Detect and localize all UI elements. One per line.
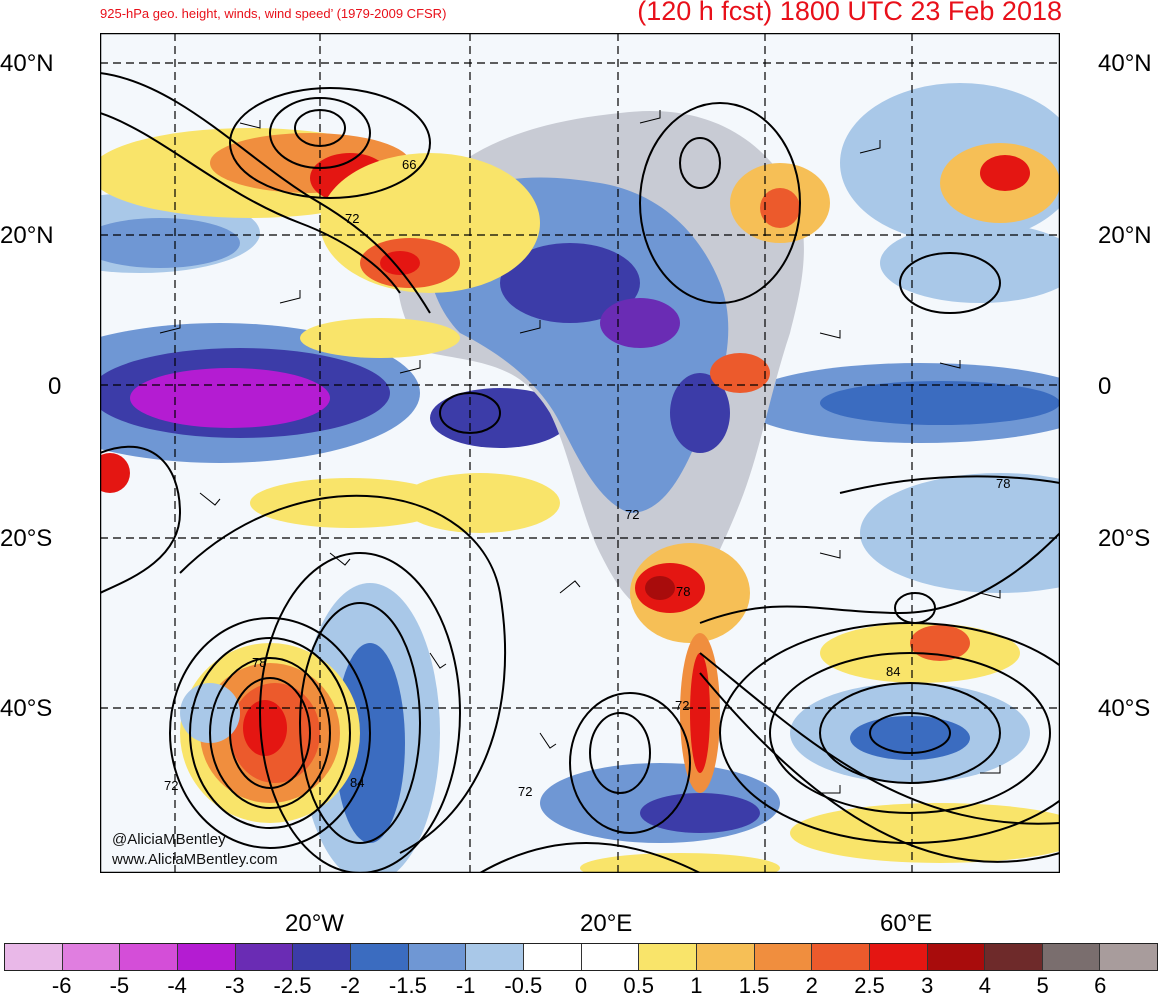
- colorbar-swatch: [235, 944, 294, 970]
- lat-label-20s-left: 20°S: [0, 525, 53, 552]
- lon-label-20w: 20°W: [285, 910, 344, 937]
- colorbar-swatch: [639, 944, 697, 970]
- colorbar-tick-label: -5: [109, 973, 130, 998]
- lat-label-20s-right: 20°S: [1098, 525, 1151, 552]
- contour-label: 78: [252, 655, 266, 670]
- colorbar: [4, 943, 1158, 971]
- colorbar-tick-label: 3: [921, 973, 934, 998]
- contour-label: 72: [518, 784, 532, 799]
- colorbar-tick-label: -6: [51, 973, 72, 998]
- map-panel: 66 72 72 78 72 84 72 72 78 78 84: [100, 33, 1060, 873]
- lat-label-eq-right: 0: [1098, 373, 1112, 400]
- contour-label: 84: [886, 664, 900, 679]
- colorbar-swatch: [293, 944, 351, 970]
- colorbar-tick-label: 2: [805, 973, 818, 998]
- colorbar-swatch: [1100, 944, 1158, 970]
- chart-title-right: (120 h fcst) 1800 UTC 23 Feb 2018: [637, 0, 1062, 26]
- colorbar-tick-label: 4: [978, 973, 992, 998]
- colorbar-swatch: [466, 944, 524, 970]
- wind-barbs: [159, 110, 1001, 794]
- colorbar-tick-label: 0: [574, 973, 588, 998]
- credit-website: www.AliciaMBentley.com: [112, 851, 278, 868]
- colorbar-swatch: [812, 944, 870, 970]
- colorbar-tick-label: 1.5: [738, 973, 770, 998]
- colorbar-tick-label: 0.5: [623, 973, 654, 998]
- graticule: [100, 33, 1060, 873]
- contour-label: 72: [625, 507, 639, 522]
- colorbar-tick-label: 6: [1094, 973, 1107, 998]
- colorbar-swatch: [927, 944, 986, 970]
- height-contours: [100, 72, 1060, 873]
- lat-label-40s-left: 40°S: [0, 695, 53, 722]
- contour-label: 78: [996, 476, 1010, 491]
- colorbar-swatch: [581, 944, 640, 970]
- colorbar-tick-label: -1.5: [388, 973, 427, 998]
- credit-twitter: @AliciaMBentley: [112, 831, 226, 848]
- colorbar-tick-label: -4: [167, 973, 187, 998]
- colorbar-swatch: [523, 944, 582, 970]
- colorbar-swatch: [1042, 944, 1101, 970]
- colorbar-tick-label: 2.5: [854, 973, 885, 998]
- colorbar-tick-label: 5: [1036, 973, 1049, 998]
- colorbar-tick-label: -1: [455, 973, 476, 998]
- lat-label-20n-right: 20°N: [1098, 222, 1152, 249]
- contour-label: 72: [164, 778, 178, 793]
- lon-label-60e: 60°E: [880, 910, 933, 937]
- contour-labels: 66 72 72 78 72 84 72 72 78 78 84: [164, 157, 1010, 799]
- colorbar-tick-label: -3: [225, 973, 245, 998]
- colorbar-swatch: [350, 944, 409, 970]
- contour-label: 72: [675, 698, 689, 713]
- contour-label: 72: [345, 211, 359, 226]
- colorbar-tick-label: -0.5: [504, 973, 543, 998]
- colorbar-swatch: [62, 944, 121, 970]
- colorbar-swatch: [985, 944, 1043, 970]
- lat-label-40s-right: 40°S: [1098, 695, 1151, 722]
- colorbar-swatch: [5, 944, 63, 970]
- chart-title-left: 925-hPa geo. height, winds, wind speed’ …: [100, 6, 447, 21]
- colorbar-swatch: [177, 944, 236, 970]
- colorbar-tick-label: -2.5: [273, 973, 312, 998]
- colorbar-swatch: [754, 944, 813, 970]
- wind-anomaly-shading: [100, 83, 1060, 873]
- lat-label-20n-left: 20°N: [0, 222, 54, 249]
- lat-label-40n-right: 40°N: [1098, 50, 1152, 77]
- colorbar-swatch: [696, 944, 755, 970]
- colorbar-swatch: [408, 944, 467, 970]
- colorbar-swatch: [120, 944, 178, 970]
- colorbar-tick-label: 1: [690, 973, 703, 998]
- colorbar-tick-label: -2: [340, 973, 360, 998]
- lat-label-eq-left: 0: [48, 373, 62, 400]
- lat-label-40n-left: 40°N: [0, 50, 54, 77]
- contour-label: 78: [676, 584, 690, 599]
- colorbar-swatch: [869, 944, 928, 970]
- contour-label: 84: [350, 775, 364, 790]
- lon-label-20e: 20°E: [580, 910, 633, 937]
- contour-label: 66: [402, 157, 416, 172]
